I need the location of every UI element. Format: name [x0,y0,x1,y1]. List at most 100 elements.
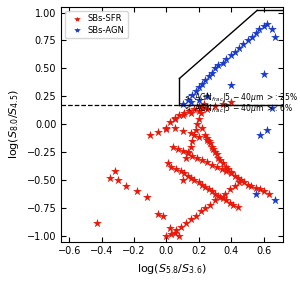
Point [200,182,205,187]
Point [216,63,221,67]
Point [265,128,269,132]
Point [224,169,229,173]
Point [196,85,201,90]
Point [216,194,221,198]
Point [112,169,117,173]
Point [192,133,197,138]
Point [237,180,242,185]
Point [184,156,188,160]
Point [135,189,140,194]
Point [185,173,190,178]
Point [116,178,120,183]
Point [196,109,201,113]
Point [205,94,209,98]
Point [216,156,221,160]
Point [203,206,208,210]
Point [174,167,178,171]
Point [190,139,195,143]
Text: $<$ AGN$_{frac}$|5 $-$ 40$\mu$m $>$: 6%: $<$ AGN$_{frac}$|5 $-$ 40$\mu$m $>$: 6% [183,102,293,115]
Point [208,141,213,145]
Point [180,149,185,153]
Point [177,234,182,238]
Point [192,106,197,111]
Point [190,93,195,98]
Point [240,42,245,46]
Point [222,191,227,196]
Point [172,125,177,130]
Point [221,61,226,65]
Point [209,189,214,194]
Point [201,102,206,106]
Point [214,152,219,157]
Point [253,30,258,35]
Point [179,169,184,173]
Point [232,183,237,188]
Point [193,89,198,93]
Point [227,187,232,191]
Point [200,82,205,86]
Point [258,133,263,138]
Point [180,113,185,118]
Point [265,22,269,26]
Point [224,57,229,62]
Point [242,180,247,185]
Point [229,171,234,176]
Point [180,129,185,133]
Point [205,160,209,164]
Point [221,102,226,106]
Point [236,176,240,180]
Point [245,38,250,43]
Point [206,187,211,191]
X-axis label: log($S_{5.8}/S_{3.6}$): log($S_{5.8}/S_{3.6}$) [137,262,207,276]
Point [188,131,193,136]
Point [188,100,193,104]
Point [236,205,240,209]
Point [164,234,169,238]
Point [203,185,208,189]
Point [180,178,185,183]
Point [226,167,230,171]
Point [187,109,192,113]
Text: $<$ AGN$_{frac}$|5 $-$ 40$\mu$m $>$: 25%: $<$ AGN$_{frac}$|5 $-$ 40$\mu$m $>$: 25% [183,91,298,104]
Point [195,122,200,127]
Point [232,50,237,54]
Point [195,156,200,160]
Point [171,144,176,149]
Point [166,161,170,166]
Point [209,162,214,167]
Point [221,161,226,166]
Point [203,77,208,82]
Point [196,116,201,121]
Point [193,214,198,218]
Point [107,176,112,180]
Point [206,74,211,78]
Point [224,198,229,203]
Point [273,198,278,203]
Point [206,139,211,143]
Point [211,147,216,151]
Point [205,138,209,142]
Point [209,71,214,75]
Point [203,133,208,138]
Point [182,111,187,115]
Point [209,144,214,149]
Point [221,196,226,200]
Point [188,111,193,115]
Point [269,27,274,32]
Point [172,230,177,235]
Point [188,176,193,180]
Point [148,133,153,138]
Point [179,225,184,230]
Point [224,164,229,169]
Y-axis label: log($S_{8.0}/S_{4.5}$): log($S_{8.0}/S_{4.5}$) [7,89,21,159]
Point [250,35,255,39]
Point [177,113,182,118]
Point [205,136,209,140]
Point [193,128,198,132]
Point [229,83,234,87]
Point [188,144,193,149]
Point [256,27,261,32]
Point [229,170,234,175]
Point [229,100,234,104]
Point [124,183,128,188]
